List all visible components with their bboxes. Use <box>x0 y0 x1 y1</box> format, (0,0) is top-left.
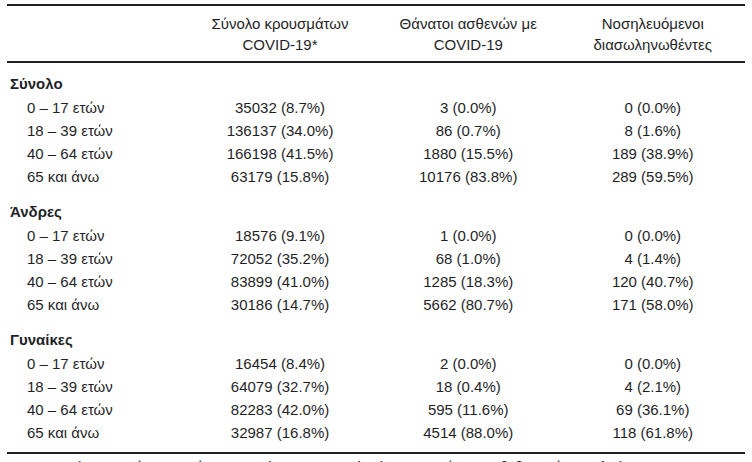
header-row: Σύνολο κρουσμάτων COVID-19* Θάνατοι ασθε… <box>7 5 745 62</box>
table-row: 65 και άνω 32987 (16.8%) 4514 (88.0%) 11… <box>7 421 745 448</box>
deaths-value: 1 (0.0%) <box>376 224 561 247</box>
cases-value: 72052 (35.2%) <box>184 247 376 270</box>
age-label: 40 – 64 ετών <box>7 398 184 421</box>
intubated-value: 171 (58.0%) <box>560 293 745 320</box>
section-header-women: Γυναίκες <box>7 320 745 352</box>
deaths-value: 68 (1.0%) <box>376 247 561 270</box>
section-header-total: Σύνολο <box>7 62 745 96</box>
covid-age-statistics-table: Σύνολο κρουσμάτων COVID-19* Θάνατοι ασθε… <box>7 4 745 448</box>
intubated-value: 289 (59.5%) <box>560 165 745 192</box>
age-label: 65 και άνω <box>7 421 184 448</box>
cases-value: 64079 (32.7%) <box>184 375 376 398</box>
age-label: 65 και άνω <box>7 165 184 192</box>
deaths-value: 5662 (80.7%) <box>376 293 561 320</box>
age-label: 0 – 17 ετών <box>7 352 184 375</box>
table-row: 0 – 17 ετών 16454 (8.4%) 2 (0.0%) 0 (0.0… <box>7 352 745 375</box>
age-label: 18 – 39 ετών <box>7 247 184 270</box>
cases-value: 136137 (34.0%) <box>184 119 376 142</box>
header-total-cases: Σύνολο κρουσμάτων COVID-19* <box>184 5 376 62</box>
deaths-value: 3 (0.0%) <box>376 96 561 119</box>
intubated-value: 0 (0.0%) <box>560 224 745 247</box>
intubated-value: 4 (2.1%) <box>560 375 745 398</box>
header-deaths-line2: COVID-19 <box>378 34 559 55</box>
age-label: 65 και άνω <box>7 293 184 320</box>
intubated-value: 0 (0.0%) <box>560 352 745 375</box>
table-body: Σύνολο 0 – 17 ετών 35032 (8.7%) 3 (0.0%)… <box>7 62 745 448</box>
header-intubated-line1: Νοσηλευόμενοι <box>562 13 743 34</box>
age-label: 0 – 17 ετών <box>7 96 184 119</box>
cases-value: 82283 (42.0%) <box>184 398 376 421</box>
statistics-table: Σύνολο κρουσμάτων COVID-19* Θάνατοι ασθε… <box>7 4 745 448</box>
table-header: Σύνολο κρουσμάτων COVID-19* Θάνατοι ασθε… <box>7 5 745 62</box>
age-label: 18 – 39 ετών <box>7 375 184 398</box>
table-row: 0 – 17 ετών 35032 (8.7%) 3 (0.0%) 0 (0.0… <box>7 96 745 119</box>
table-row: 65 και άνω 30186 (14.7%) 5662 (80.7%) 17… <box>7 293 745 320</box>
header-total-cases-line2: COVID-19* <box>186 34 374 55</box>
cases-value: 32987 (16.8%) <box>184 421 376 448</box>
intubated-value: 69 (36.1%) <box>560 398 745 421</box>
table-row: 0 – 17 ετών 18576 (9.1%) 1 (0.0%) 0 (0.0… <box>7 224 745 247</box>
deaths-value: 4514 (88.0%) <box>376 421 561 448</box>
intubated-value: 118 (61.8%) <box>560 421 745 448</box>
cases-value: 63179 (15.8%) <box>184 165 376 192</box>
intubated-value: 8 (1.6%) <box>560 119 745 142</box>
table-row: 40 – 64 ετών 166198 (41.5%) 1880 (15.5%)… <box>7 142 745 165</box>
table-row: 18 – 39 ετών 64079 (32.7%) 18 (0.4%) 4 (… <box>7 375 745 398</box>
header-total-cases-line1: Σύνολο κρουσμάτων <box>186 13 374 34</box>
header-intubated: Νοσηλευόμενοι διασωληνωθέντες <box>560 5 745 62</box>
intubated-value: 189 (38.9%) <box>560 142 745 165</box>
intubated-value: 4 (1.4%) <box>560 247 745 270</box>
intubated-value: 120 (40.7%) <box>560 270 745 293</box>
cases-value: 83899 (41.0%) <box>184 270 376 293</box>
deaths-value: 595 (11.6%) <box>376 398 561 421</box>
cases-value: 30186 (14.7%) <box>184 293 376 320</box>
table-row: 40 – 64 ετών 82283 (42.0%) 595 (11.6%) 6… <box>7 398 745 421</box>
cases-value: 16454 (8.4%) <box>184 352 376 375</box>
section-label-men: Άνδρες <box>7 192 745 224</box>
footnote-divider <box>7 452 745 454</box>
header-deaths-line1: Θάνατοι ασθενών με <box>378 13 559 34</box>
header-empty-cell <box>7 5 184 62</box>
intubated-value: 0 (0.0%) <box>560 96 745 119</box>
deaths-value: 10176 (83.8%) <box>376 165 561 192</box>
deaths-value: 1285 (18.3%) <box>376 270 561 293</box>
table-row: 40 – 64 ετών 83899 (41.0%) 1285 (18.3%) … <box>7 270 745 293</box>
cases-value: 18576 (9.1%) <box>184 224 376 247</box>
section-label-total: Σύνολο <box>7 62 745 96</box>
age-label: 0 – 17 ετών <box>7 224 184 247</box>
age-label: 40 – 64 ετών <box>7 142 184 165</box>
section-label-women: Γυναίκες <box>7 320 745 352</box>
table-row: 65 και άνω 63179 (15.8%) 10176 (83.8%) 2… <box>7 165 745 192</box>
table-row: 18 – 39 ετών 72052 (35.2%) 68 (1.0%) 4 (… <box>7 247 745 270</box>
table-row: 18 – 39 ετών 136137 (34.0%) 86 (0.7%) 8 … <box>7 119 745 142</box>
deaths-value: 86 (0.7%) <box>376 119 561 142</box>
age-label: 18 – 39 ετών <box>7 119 184 142</box>
header-intubated-line2: διασωληνωθέντες <box>562 34 743 55</box>
header-deaths: Θάνατοι ασθενών με COVID-19 <box>376 5 561 62</box>
age-label: 40 – 64 ετών <box>7 270 184 293</box>
deaths-value: 2 (0.0%) <box>376 352 561 375</box>
footnote: *Τα στοιχεία αφορούν τα κρούσματα εκείνα… <box>7 458 745 462</box>
deaths-value: 1880 (15.5%) <box>376 142 561 165</box>
section-header-men: Άνδρες <box>7 192 745 224</box>
cases-value: 35032 (8.7%) <box>184 96 376 119</box>
cases-value: 166198 (41.5%) <box>184 142 376 165</box>
deaths-value: 18 (0.4%) <box>376 375 561 398</box>
